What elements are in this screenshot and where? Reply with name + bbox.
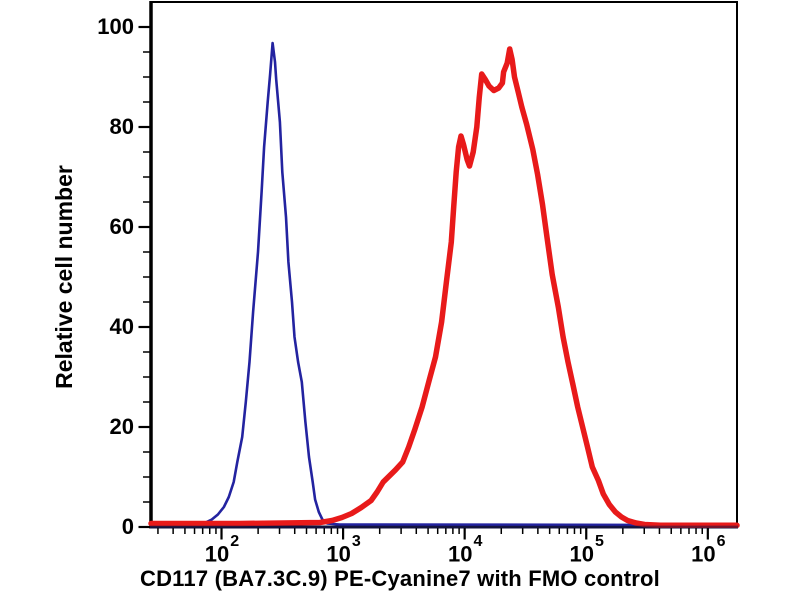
y-tick-label-20: 20 <box>109 414 134 439</box>
x-tick-exponent: 6 <box>716 533 726 550</box>
x-tick-base: 10 <box>447 541 473 567</box>
x-tick-exponent: 2 <box>230 533 240 550</box>
x-axis-title: CD117 (BA7.3C.9) PE-Cyanine7 with FMO co… <box>140 566 660 591</box>
y-tick-label-40: 40 <box>109 314 134 339</box>
x-tick-exponent: 3 <box>351 533 361 550</box>
cd117-stained-curve <box>148 46 740 529</box>
x-tick-exponent: 5 <box>595 533 604 550</box>
x-tick-base: 10 <box>569 541 595 567</box>
x-tick-exponent: 4 <box>473 533 483 550</box>
y-tick-label-80: 80 <box>109 114 134 139</box>
x-tick-label-1e3: 103 <box>311 533 375 567</box>
fmo-control-curve <box>149 41 739 527</box>
y-tick-label-100: 100 <box>97 14 134 39</box>
y-tick-label-0: 0 <box>121 514 134 539</box>
y-axis-title: Relative cell number <box>51 165 77 389</box>
x-tick-label-1e4: 104 <box>433 533 497 567</box>
x-tick-base: 10 <box>204 541 230 567</box>
y-tick-label-60: 60 <box>109 214 134 239</box>
x-tick-base: 10 <box>691 541 716 567</box>
x-tick-label-1e5: 105 <box>554 533 618 567</box>
x-tick-label-1e6: 106 <box>676 533 740 567</box>
x-tick-base: 10 <box>326 541 351 567</box>
x-tick-label-1e2: 102 <box>190 533 254 567</box>
